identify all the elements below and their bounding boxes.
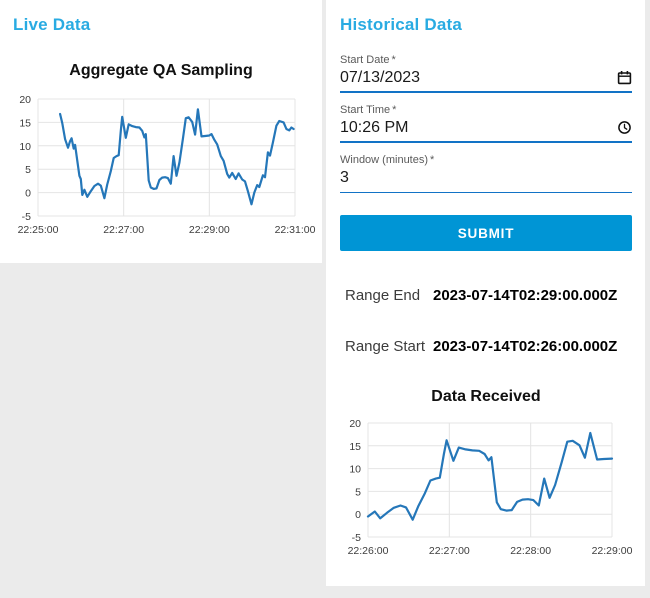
live-chart: Aggregate QA Sampling 20 15 10 5 0 -5 22:25:00… <box>0 59 322 243</box>
grid-lines <box>37 98 296 217</box>
start-date-label: Start Date <box>340 54 390 66</box>
required-marker: * <box>430 154 435 166</box>
x-tick-label: 22:27:00 <box>429 545 470 557</box>
y-tick-label: 15 <box>349 441 361 453</box>
submit-button[interactable]: SUBMIT <box>340 215 632 251</box>
y-tick-label: 0 <box>355 509 361 521</box>
start-time-field: Start Time * <box>340 103 632 143</box>
x-tick-label: 22:29:00 <box>189 224 230 236</box>
grid-lines <box>367 422 613 538</box>
y-tick-label: 20 <box>349 418 361 430</box>
range-end-label: Range End <box>345 287 421 304</box>
start-date-field: Start Date * <box>340 53 632 93</box>
y-tick-label: 15 <box>19 117 31 129</box>
x-tick-label: 22:27:00 <box>103 224 144 236</box>
historical-data-card: Historical Data Start Date * <box>326 0 645 586</box>
historical-query-form: Start Date* Start Time* <box>340 53 632 251</box>
axis-labels: 20 15 10 5 0 -522:26:00 22:27:00 22:28:00 22:29:… <box>348 418 633 557</box>
x-tick-label: 22:25:00 <box>18 224 59 236</box>
range-start-row: Range Start 2023-07-14T02:26:00.000Z <box>340 338 632 355</box>
start-time-input[interactable] <box>340 118 614 140</box>
historical-chart-canvas: 20 15 10 5 0 -522:26:00 22:27:00 22:28:00 22:29:… <box>348 418 633 557</box>
y-tick-label: 20 <box>19 94 31 106</box>
y-tick-label: 10 <box>349 464 361 476</box>
calendar-icon[interactable] <box>614 70 632 85</box>
y-tick-label: 5 <box>355 486 361 498</box>
window-minutes-field: Window (minutes) * <box>340 153 632 193</box>
historical-data-heading: Historical Data <box>340 15 463 34</box>
required-marker: * <box>392 104 397 116</box>
range-end-row: Range End 2023-07-14T02:29:00.000Z <box>340 287 632 304</box>
live-chart-canvas: 20 15 10 5 0 -522:25:00 22:27:00 22:29:00 22:31:… <box>18 94 316 236</box>
live-data-heading: Live Data <box>13 15 91 34</box>
data-line <box>366 431 614 521</box>
data-line <box>58 108 295 206</box>
x-tick-label: 22:26:00 <box>348 545 389 557</box>
y-tick-label: 5 <box>25 164 31 176</box>
window-minutes-input[interactable] <box>340 169 632 190</box>
historical-chart: Data Received 20 15 10 5 0 -5 22:26:00 22:27:00… <box>340 385 633 571</box>
window-minutes-label: Window (minutes) <box>340 154 429 166</box>
y-tick-label: 10 <box>19 141 31 153</box>
y-tick-label: 0 <box>25 188 31 200</box>
x-tick-label: 22:28:00 <box>510 545 551 557</box>
live-data-card: Live Data Aggregate QA Sampling 20 15 10 5 0… <box>0 0 322 263</box>
y-tick-label: -5 <box>352 532 361 544</box>
historical-chart-title: Data Received <box>431 388 541 405</box>
range-start-label: Range Start <box>345 338 426 355</box>
x-tick-label: 22:31:00 <box>275 224 316 236</box>
start-time-label: Start Time <box>340 104 391 116</box>
x-tick-label: 22:29:00 <box>592 545 633 557</box>
start-date-input[interactable] <box>340 68 614 90</box>
y-tick-label: -5 <box>22 211 31 223</box>
axis-labels: 20 15 10 5 0 -522:25:00 22:27:00 22:29:00 22:31:… <box>18 94 316 236</box>
range-start-value: 2023-07-14T02:26:00.000Z <box>433 338 618 355</box>
clock-icon[interactable] <box>614 120 632 135</box>
range-end-value: 2023-07-14T02:29:00.000Z <box>433 287 618 304</box>
required-marker: * <box>391 54 396 66</box>
live-chart-title: Aggregate QA Sampling <box>69 62 253 79</box>
